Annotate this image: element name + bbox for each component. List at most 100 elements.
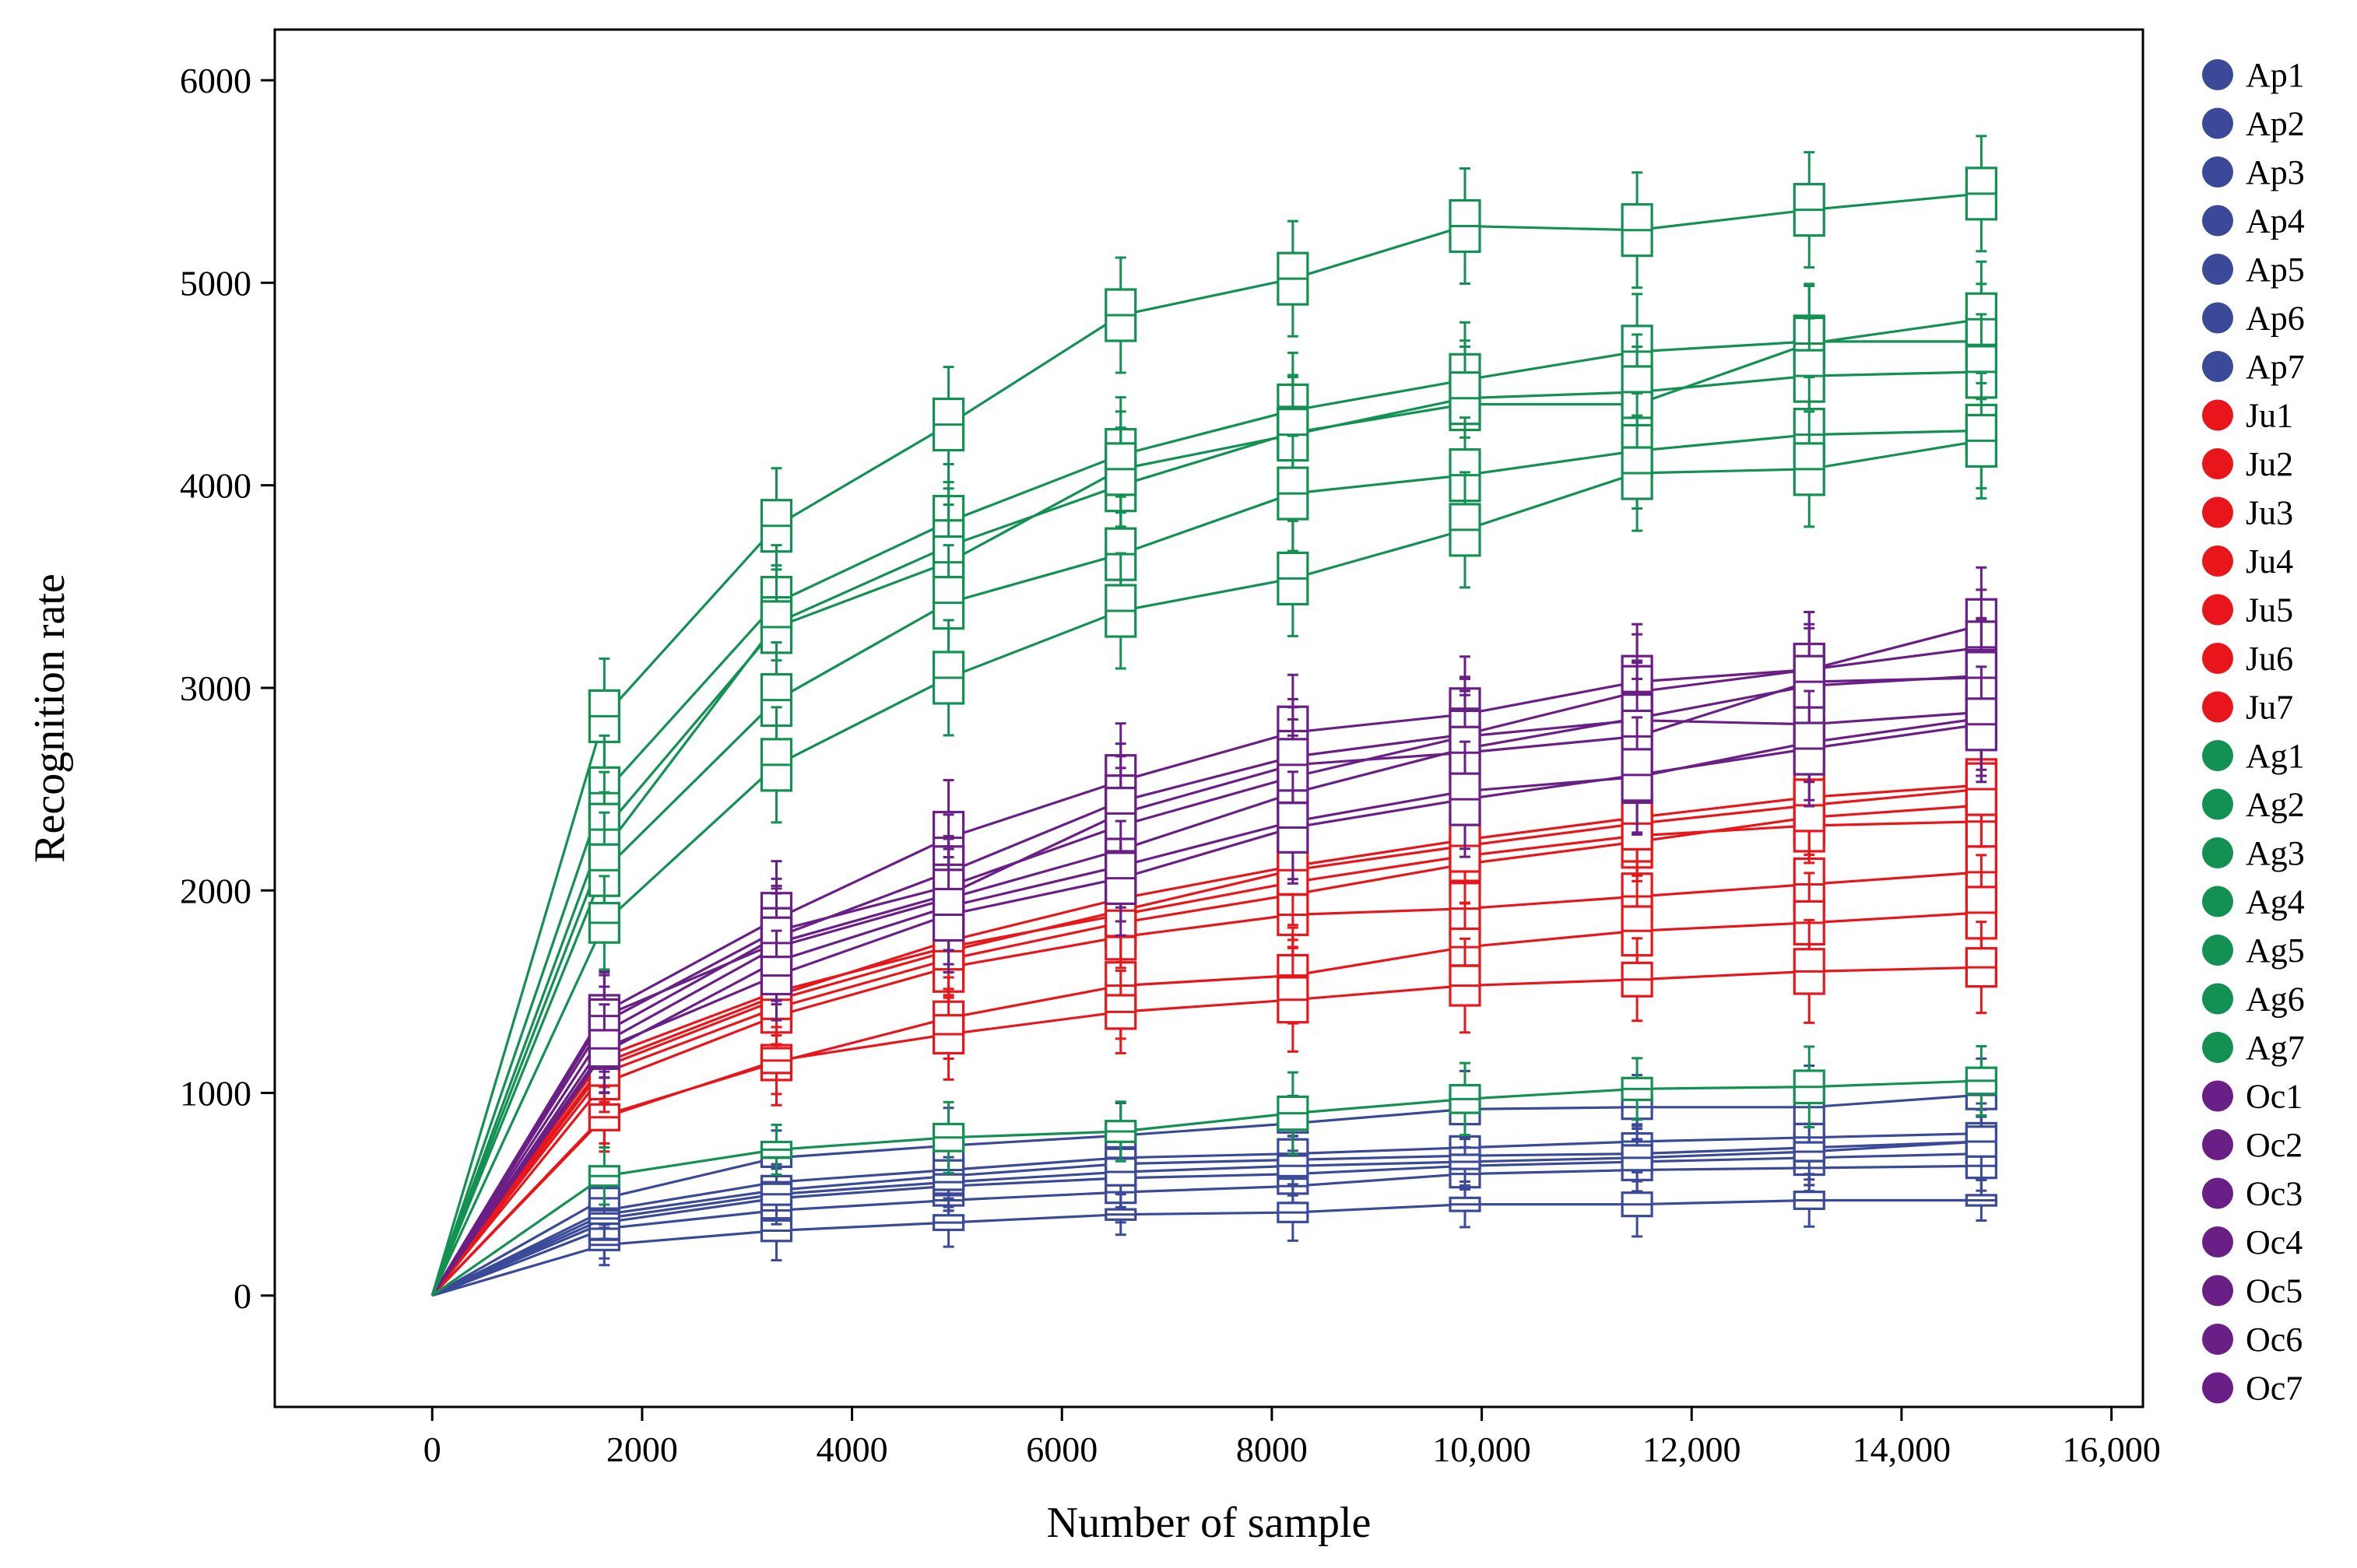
series-ap7 [431, 1102, 1997, 1297]
legend-item-oc3: Oc3 [2202, 1175, 2303, 1213]
series-ag5 [430, 371, 1997, 1296]
series-line [430, 784, 1982, 1296]
legend-item-ju7: Ju7 [2202, 689, 2293, 727]
data-point [760, 706, 793, 824]
data-point [760, 1123, 793, 1176]
data-point [933, 1100, 965, 1174]
legend-marker [2202, 1372, 2233, 1404]
legend-item-ag2: Ag2 [2202, 786, 2305, 824]
data-point [1965, 665, 1997, 784]
legend-marker [2202, 1324, 2233, 1355]
legend-marker [2202, 156, 2233, 188]
legend-marker [2202, 594, 2233, 626]
data-point [1449, 937, 1481, 1034]
x-axis-title: Number of sample [1047, 1499, 1372, 1547]
series-oc6 [430, 619, 1997, 1296]
data-point [933, 987, 965, 1081]
legend-label: Ap1 [2246, 56, 2305, 94]
legend-label: Ju1 [2246, 397, 2293, 435]
data-point [1621, 1170, 1653, 1238]
data-point [1449, 167, 1481, 285]
data-point [1105, 256, 1137, 374]
data-point [1277, 706, 1309, 824]
data-point [1449, 1137, 1481, 1187]
series-ag3 [430, 260, 1997, 1296]
data-point [1105, 1100, 1137, 1163]
data-point [1793, 151, 1825, 269]
legend-item-ap3: Ap3 [2202, 153, 2305, 191]
legend-marker [2202, 788, 2233, 820]
data-point [588, 1223, 620, 1267]
data-point [1621, 1123, 1653, 1193]
data-point [1277, 946, 1309, 1053]
legend-item-ag7: Ag7 [2202, 1029, 2305, 1067]
series-line [430, 623, 1982, 1296]
data-point [1449, 471, 1481, 589]
data-point [1965, 381, 1997, 500]
legend-item-ju4: Ju4 [2202, 542, 2293, 581]
series-line [430, 340, 1982, 1296]
legend-item-ju2: Ju2 [2202, 445, 2293, 483]
series-ju5 [431, 854, 1997, 1296]
series-ju4 [430, 813, 1997, 1296]
x-tick-label: 16,000 [2062, 1429, 2161, 1469]
legend-marker [2202, 545, 2233, 577]
series-line [431, 1140, 1982, 1297]
y-axis: 0 1000 2000 3000 4000 5000 6000 [180, 61, 275, 1316]
series-line [431, 1132, 1982, 1297]
legend-label: Ag5 [2246, 931, 2305, 970]
series-line [430, 674, 1982, 1296]
legend-item-ag5: Ag5 [2202, 931, 2305, 970]
y-tick-label: 1000 [180, 1074, 251, 1114]
series-line [431, 1198, 1982, 1297]
series-line [430, 646, 1982, 1296]
legend-label: Ag6 [2246, 980, 2305, 1019]
legend-marker [2202, 1226, 2233, 1258]
legend-marker [2202, 886, 2233, 917]
legend-label: Ju3 [2246, 494, 2293, 532]
legend-item-ap4: Ap4 [2202, 202, 2305, 240]
data-point [1105, 1193, 1137, 1237]
legend-item-ag1: Ag1 [2202, 737, 2305, 775]
legend-label: Ap6 [2246, 300, 2305, 338]
data-point [1105, 969, 1137, 1054]
legend-label: Oc3 [2246, 1175, 2303, 1213]
legend-item-ap1: Ap1 [2202, 56, 2305, 94]
series-line [431, 1079, 1982, 1297]
data-point [933, 366, 965, 484]
data-point [933, 619, 965, 737]
series-line [430, 429, 1982, 1296]
legend-marker [2202, 59, 2233, 90]
legend-item-ju3: Ju3 [2202, 494, 2293, 532]
data-point [1621, 333, 1653, 451]
y-tick-label: 5000 [180, 263, 251, 303]
data-point [1793, 1122, 1825, 1181]
legend-label: Ap2 [2246, 105, 2305, 143]
legend-item-ag3: Ag3 [2202, 834, 2305, 872]
data-point [1277, 219, 1309, 338]
data-point [760, 929, 793, 1022]
legend-marker [2202, 643, 2233, 674]
legend-marker [2202, 691, 2233, 723]
legend-item-oc6: Oc6 [2202, 1321, 2303, 1359]
series-line [430, 788, 1982, 1296]
legend-label: Oc1 [2246, 1078, 2303, 1116]
legend-label: Ju2 [2246, 445, 2293, 483]
legend-label: Ap7 [2246, 348, 2305, 386]
legend-label: Oc6 [2246, 1321, 2303, 1359]
series-line [431, 1152, 1982, 1297]
series-line [430, 723, 1982, 1296]
legend-marker [2202, 399, 2233, 431]
legend-item-ju6: Ju6 [2202, 640, 2293, 678]
legend-label: Ag7 [2246, 1029, 2305, 1067]
legend-marker [2202, 983, 2233, 1015]
data-point [1621, 1057, 1653, 1121]
legend-label: Ju6 [2246, 640, 2293, 678]
data-point [588, 1146, 620, 1206]
legend-label: Oc7 [2246, 1370, 2303, 1408]
legend-item-oc7: Oc7 [2202, 1370, 2303, 1408]
legend-marker [2202, 448, 2233, 479]
legend-marker [2202, 1129, 2233, 1160]
legend-label: Ag3 [2246, 834, 2305, 872]
